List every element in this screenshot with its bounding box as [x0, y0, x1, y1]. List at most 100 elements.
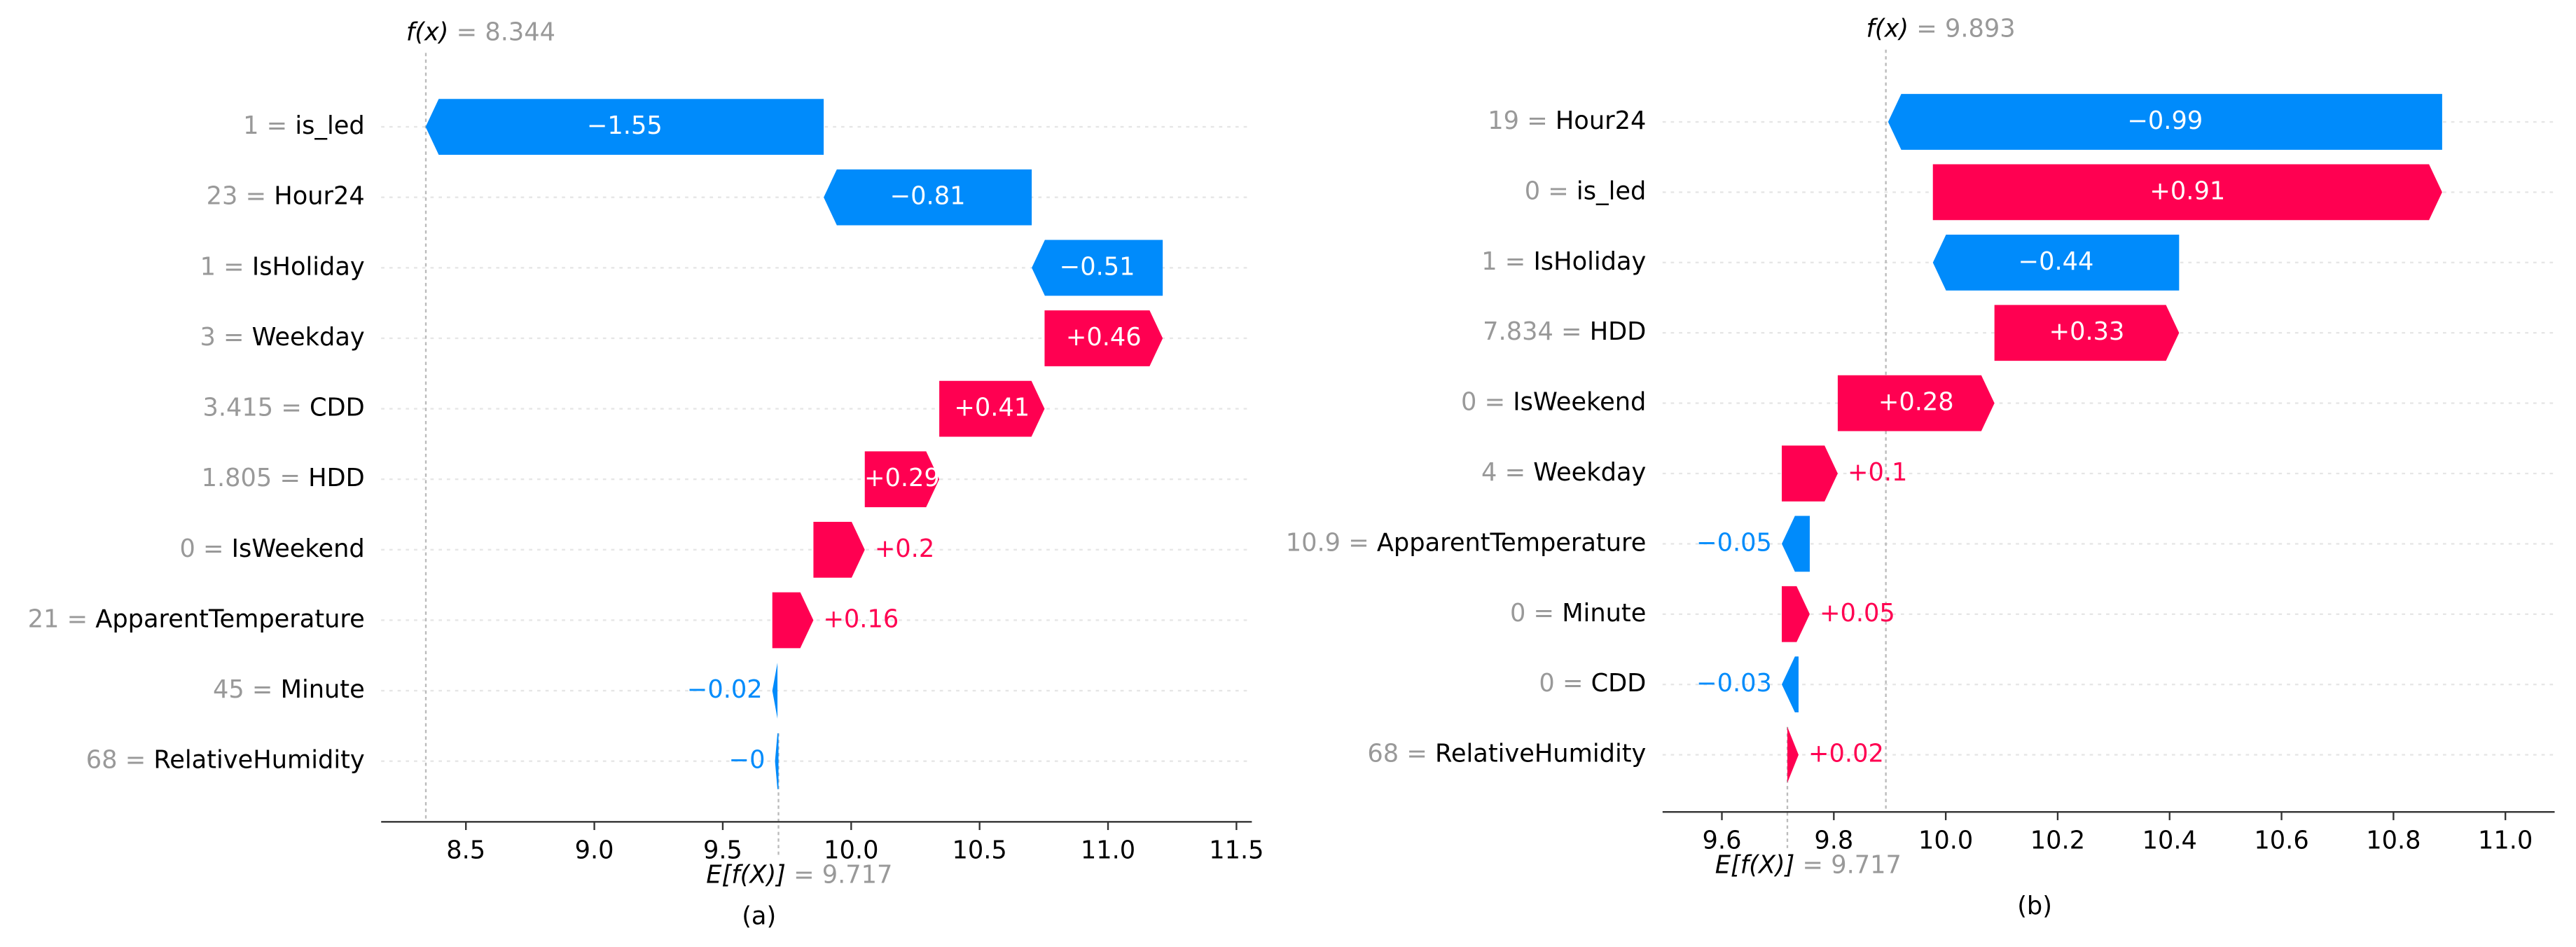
- value-label: −1.55: [587, 111, 663, 140]
- feature-name: HDD: [308, 464, 365, 492]
- feature-value: 0: [1510, 599, 1525, 628]
- x-tick-label: 9.6: [1703, 826, 1742, 855]
- fx-label: f(x) = 8.344: [406, 18, 555, 46]
- feature-name: RelativeHumidity: [1435, 740, 1646, 768]
- value-label: −0.99: [2127, 106, 2203, 135]
- value-label: −0.02: [687, 675, 763, 704]
- feature-value: 0: [1539, 669, 1554, 698]
- subplot-label: (a): [742, 901, 776, 930]
- fx-label: f(x) = 9.893: [1866, 15, 2015, 43]
- feature-name: Minute: [281, 675, 365, 704]
- feature-label: 19 = Hour24: [1488, 106, 1646, 135]
- separator: =: [272, 464, 308, 492]
- x-tick-label: 9.0: [575, 836, 614, 865]
- feature-label: 0 = CDD: [1539, 669, 1646, 698]
- x-tick-label: 10.8: [2366, 826, 2421, 855]
- feature-label: 1 = is_led: [243, 111, 365, 140]
- separator: =: [1519, 106, 1556, 135]
- separator: =: [59, 604, 95, 633]
- shap-bar: [1782, 656, 1799, 713]
- separator: =: [244, 675, 281, 704]
- separator: =: [216, 323, 252, 352]
- feature-label: 21 = ApparentTemperature: [28, 604, 365, 633]
- feature-label: 3 = Weekday: [200, 323, 364, 352]
- feature-value: 19: [1488, 106, 1519, 135]
- feature-label: 45 = Minute: [213, 675, 365, 704]
- fx-name: f(x): [1866, 15, 1909, 43]
- feature-value: 0: [179, 534, 195, 563]
- feature-name: IsHoliday: [1533, 247, 1646, 276]
- x-tick-label: 11.5: [1209, 836, 1263, 865]
- fx-value: 8.344: [485, 18, 555, 46]
- x-tick-label: 11.0: [1081, 836, 1135, 865]
- feature-name: Hour24: [1556, 106, 1646, 135]
- base-value: 9.717: [1831, 851, 1902, 880]
- value-label: +0.02: [1808, 740, 1884, 768]
- feature-name: CDD: [310, 394, 365, 422]
- value-label: −0.05: [1696, 528, 1772, 557]
- feature-label: 0 = Minute: [1510, 599, 1646, 628]
- separator: =: [1540, 177, 1577, 205]
- feature-name: Minute: [1562, 599, 1646, 628]
- shap-bar: [775, 733, 779, 789]
- feature-value: 7.834: [1483, 317, 1553, 346]
- value-label: +0.2: [875, 534, 934, 563]
- base-name: E[f(X)]: [1715, 851, 1795, 880]
- fx-sep: =: [1909, 15, 1945, 43]
- value-label: −0.44: [2018, 247, 2094, 276]
- feature-value: 1.805: [202, 464, 272, 492]
- shap-bar: [1782, 586, 1810, 642]
- x-tick-label: 10.2: [2030, 826, 2085, 855]
- feature-value: 21: [28, 604, 60, 633]
- value-label: +0.28: [1878, 388, 1954, 417]
- feature-name: CDD: [1591, 669, 1647, 698]
- x-tick-label: 11.0: [2478, 826, 2533, 855]
- base-label: E[f(X)] = 9.717: [706, 861, 892, 890]
- separator: =: [1553, 317, 1590, 346]
- feature-label: 0 = IsWeekend: [179, 534, 364, 563]
- feature-label: 4 = Weekday: [1481, 458, 1646, 487]
- fx-name: f(x): [406, 18, 449, 46]
- shap-bar: [1932, 164, 2442, 221]
- base-value: 9.717: [822, 861, 893, 890]
- separator: =: [1399, 740, 1435, 768]
- separator: =: [1497, 458, 1533, 487]
- feature-value: 45: [213, 675, 244, 704]
- x-tick-label: 10.4: [2142, 826, 2197, 855]
- feature-value: 3.415: [202, 394, 273, 422]
- value-label: +0.05: [1820, 599, 1895, 628]
- feature-value: 23: [207, 182, 238, 211]
- shap-bar: [772, 592, 814, 649]
- shap-bar: [772, 663, 778, 719]
- feature-name: Hour24: [274, 182, 364, 211]
- value-label: +0.1: [1848, 458, 1907, 487]
- feature-name: IsWeekend: [232, 534, 365, 563]
- separator: =: [1476, 388, 1513, 417]
- value-label: +0.41: [954, 394, 1030, 422]
- feature-name: IsHoliday: [252, 252, 365, 281]
- separator: =: [195, 534, 232, 563]
- value-label: −0: [729, 746, 766, 775]
- shap-bar: [1044, 310, 1163, 366]
- value-label: +0.91: [2149, 177, 2225, 205]
- feature-name: is_led: [1577, 177, 1646, 205]
- feature-value: 1: [200, 252, 216, 281]
- feature-label: 3.415 = CDD: [202, 394, 364, 422]
- separator: =: [258, 111, 295, 140]
- feature-label: 7.834 = HDD: [1483, 317, 1646, 346]
- feature-label: 1.805 = HDD: [202, 464, 365, 492]
- feature-name: IsWeekend: [1513, 388, 1646, 417]
- value-label: +0.16: [823, 604, 899, 633]
- x-tick-label: 9.5: [703, 836, 742, 865]
- feature-label: 1 = IsHoliday: [200, 252, 365, 281]
- separator: =: [237, 182, 274, 211]
- feature-value: 10.9: [1286, 528, 1341, 557]
- value-label: −0.51: [1060, 252, 1135, 281]
- feature-name: Weekday: [1533, 458, 1646, 487]
- feature-value: 0: [1461, 388, 1476, 417]
- x-tick-label: 8.5: [446, 836, 485, 865]
- shap-bar: [1837, 375, 1995, 431]
- feature-name: RelativeHumidity: [153, 746, 364, 775]
- shap-bar: [864, 451, 940, 508]
